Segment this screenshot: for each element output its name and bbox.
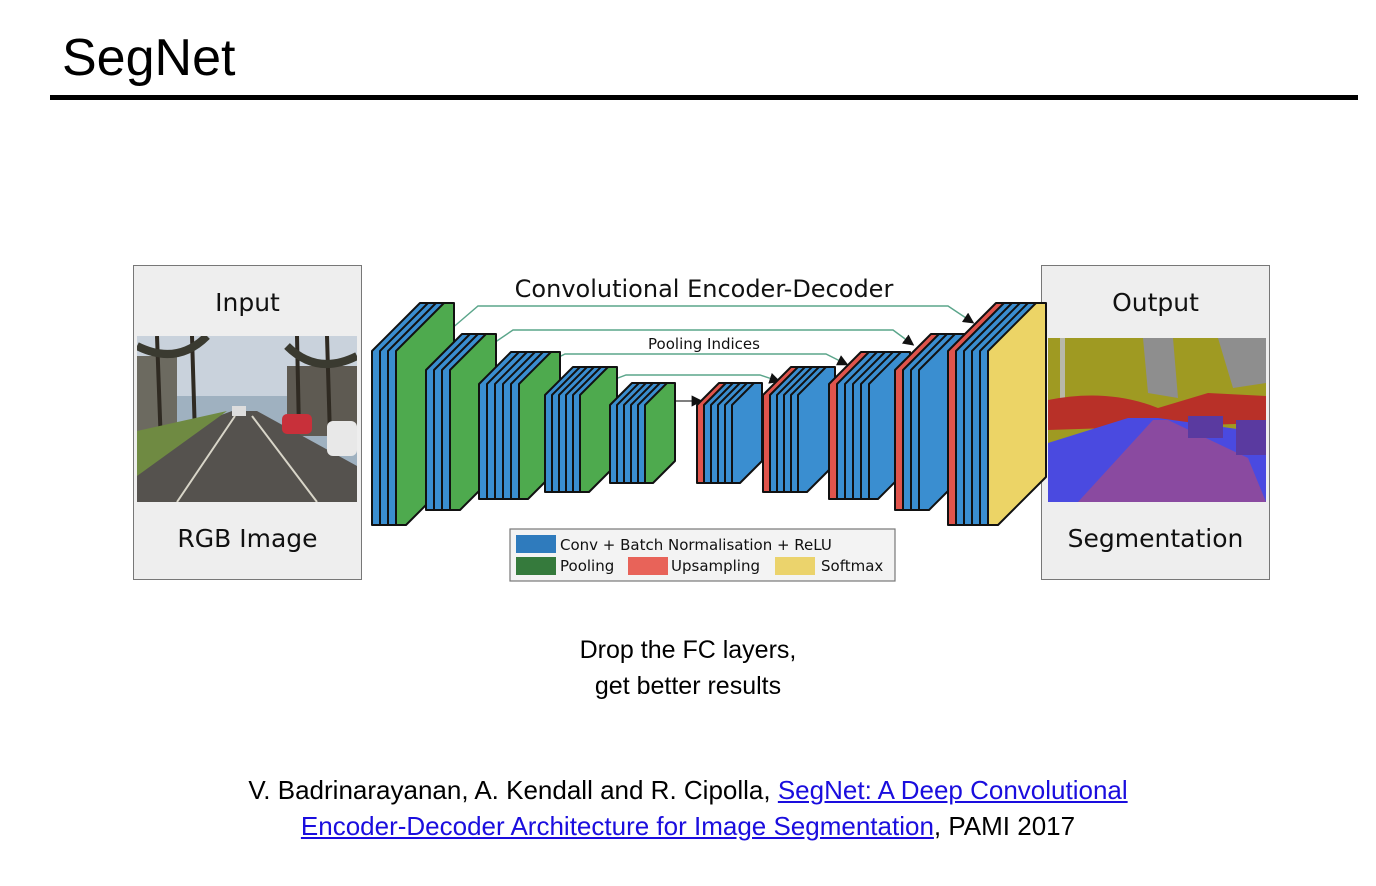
input-panel-caption: RGB Image (177, 524, 318, 553)
pooling-indices-label: Pooling Indices (648, 335, 760, 353)
legend: Conv + Batch Normalisation + ReLU Poolin… (509, 528, 896, 582)
legend-softmax-swatch (775, 557, 815, 575)
legend-pooling-label: Pooling (560, 557, 614, 575)
caption: Drop the FC layers, get better results (0, 632, 1376, 704)
input-panel: Input RGB Image (133, 265, 362, 580)
legend-pooling-swatch (516, 557, 556, 575)
paper-link-part-2[interactable]: Encoder-Decoder Architecture for Image S… (300, 811, 934, 841)
diagram-heading: Convolutional Encoder-Decoder (515, 275, 894, 303)
reference: V. Badrinarayanan, A. Kendall and R. Cip… (0, 772, 1376, 844)
pooling-index-arrow (487, 329, 915, 348)
paper-link-part-1[interactable]: SegNet: A Deep Convolutional (777, 775, 1128, 805)
input-panel-label: Input (215, 288, 280, 317)
legend-conv-label: Conv + Batch Normalisation + ReLU (560, 536, 832, 554)
legend-softmax-label: Softmax (821, 557, 883, 575)
title-underline (50, 95, 1358, 100)
output-panel-label: Output (1112, 288, 1199, 317)
pooling-index-arrow (544, 353, 849, 366)
reference-authors: V. Badrinarayanan, A. Kendall and R. Cip… (248, 775, 778, 805)
rgb-street-image (137, 336, 357, 502)
legend-box (509, 528, 896, 582)
encoder-block-5-pooling-layer (644, 382, 676, 484)
segmentation-map-image (1048, 338, 1266, 502)
caption-line-2: get better results (594, 672, 782, 700)
pooling-index-arrow (609, 373, 781, 384)
caption-line-1: Drop the FC layers, (579, 636, 797, 664)
legend-upsampling-swatch (628, 557, 668, 575)
pooling-index-arrow (449, 305, 975, 331)
legend-conv-swatch (516, 535, 556, 553)
slide-title: SegNet (62, 29, 236, 87)
network-layers (371, 302, 1047, 526)
reference-venue: , PAMI 2017 (933, 811, 1076, 841)
output-panel: Output Segmentation (1041, 265, 1270, 580)
output-panel-caption: Segmentation (1067, 524, 1244, 553)
decoder-block-5-softmax-layer (987, 302, 1047, 526)
legend-upsampling-label: Upsampling (671, 557, 760, 575)
